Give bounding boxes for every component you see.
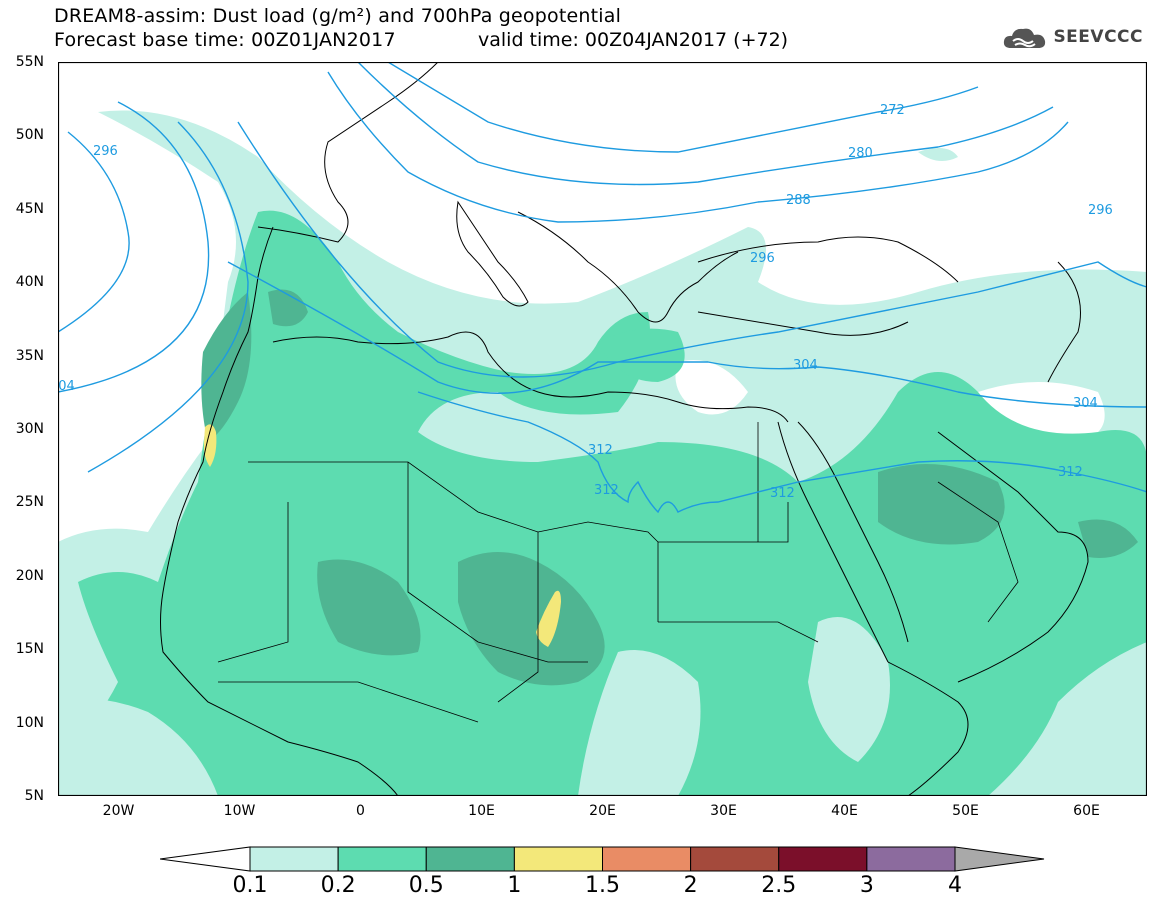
forecast-base-time: Forecast base time: 00Z01JAN2017 [54, 29, 396, 51]
contour-labels: 272 280 288 296 296 296 304 304 304 312 … [58, 103, 1113, 501]
lat-tick-label: 30N [15, 421, 44, 437]
map-title: DREAM8-assim: Dust load (g/m²) and 700hP… [54, 5, 622, 27]
country-borders [217, 422, 1019, 723]
contour-label: 272 [880, 103, 905, 118]
lon-tick-label: 40E [831, 803, 858, 819]
colorbar-cell [513, 846, 603, 872]
colorbar-tick-label: 1 [507, 873, 522, 898]
colorbar-cell [602, 846, 692, 872]
colorbar-tick-label: 0.2 [320, 873, 356, 898]
colorbar [160, 846, 1045, 872]
colorbar-tick-label: 0.5 [408, 873, 444, 898]
colorbar-tick-label: 4 [948, 873, 962, 898]
lon-tick-label: 10E [468, 803, 495, 819]
contour-label: 296 [1088, 203, 1113, 218]
lat-tick-label: 35N [15, 347, 44, 364]
lat-tick-label: 55N [15, 54, 44, 70]
dust-map: 272 280 288 296 296 296 304 304 304 312 … [58, 62, 1147, 796]
contour-label: 288 [786, 193, 811, 208]
dust-layer-1 [203, 424, 561, 647]
lon-tick-label: 10W [223, 803, 256, 819]
contour-label: 304 [1073, 396, 1098, 411]
lat-tick-label: 50N [15, 127, 44, 144]
colorbar-cell [866, 846, 956, 872]
lon-tick-label: 60E [1073, 803, 1100, 819]
lon-tick-label: 20E [589, 803, 616, 819]
lat-tick-label: 40N [15, 274, 44, 291]
contour-label: 312 [1058, 465, 1083, 480]
colorbar-tick-label: 3 [859, 873, 874, 898]
colorbar-cell [425, 846, 515, 872]
contour-label: 296 [750, 251, 775, 266]
colorbar-tick-label: 2.5 [761, 873, 797, 898]
contour-label: 312 [770, 486, 795, 501]
contour-label: 312 [588, 443, 613, 458]
contour-label: 304 [58, 379, 75, 394]
coastlines [160, 62, 1089, 796]
geopotential-contours [58, 62, 1147, 514]
lon-tick-label: 20W [102, 803, 135, 819]
colorbar-tick-label: 1.5 [585, 873, 620, 898]
logo-text: SEEVCCC [1053, 27, 1143, 47]
colorbar-cell [249, 846, 339, 872]
colorbar-cell [690, 846, 780, 872]
valid-time: valid time: 00Z04JAN2017 (+72) [478, 29, 789, 51]
colorbar-under-triangle [160, 846, 251, 872]
contour-label: 296 [93, 144, 118, 159]
lat-tick-label: 5N [24, 788, 44, 804]
map-frame [58, 62, 1147, 796]
lat-tick-label: 20N [15, 567, 44, 584]
colorbar-tick-label: 0.1 [232, 873, 268, 898]
colorbar-cell [337, 846, 427, 872]
seevccc-logo: SEEVCCC [1001, 24, 1143, 50]
colorbar-tick-label: 2 [683, 873, 698, 898]
lat-tick-label: 45N [15, 200, 44, 217]
lat-tick-label: 15N [15, 641, 44, 658]
lon-tick-label: 30E [710, 803, 737, 819]
lon-tick-label: 0 [356, 803, 365, 819]
lat-tick-label: 10N [15, 714, 44, 731]
lon-tick-label: 50E [952, 803, 979, 819]
contour-label: 312 [594, 483, 619, 498]
colorbar-cell [778, 846, 868, 872]
contour-label: 304 [793, 358, 818, 373]
cloud-icon [1004, 28, 1046, 48]
contour-label: 280 [848, 146, 873, 161]
colorbar-over-triangle [954, 846, 1045, 872]
lat-tick-label: 25N [15, 494, 44, 511]
